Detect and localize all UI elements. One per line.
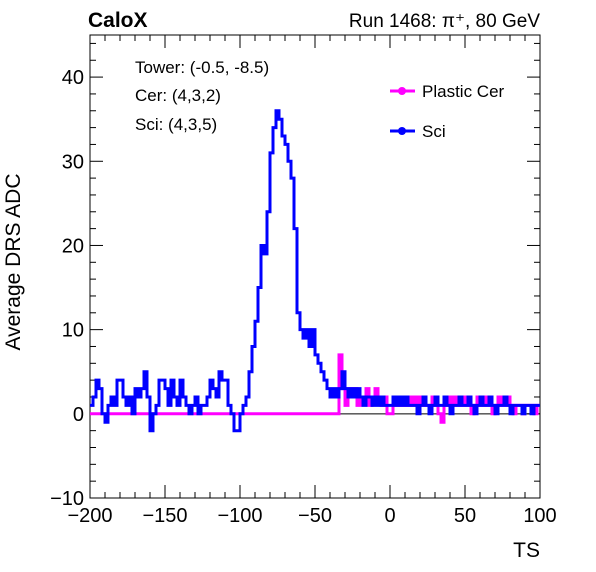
y-tick-label: 10 bbox=[62, 320, 84, 342]
info-box: Tower: (-0.5, -8.5) Cer: (4,3,2) Sci: (4… bbox=[135, 58, 269, 134]
x-tick-label: 50 bbox=[454, 505, 476, 527]
series-group bbox=[90, 109, 540, 433]
info-cer: Cer: (4,3,2) bbox=[135, 86, 221, 105]
x-tick-label: −150 bbox=[142, 505, 187, 527]
x-tick-label: 0 bbox=[384, 505, 395, 527]
y-tick-label: 30 bbox=[62, 151, 84, 173]
run-info-label: Run 1468: π⁺, 80 GeV bbox=[349, 11, 540, 32]
x-tick-label: 100 bbox=[523, 505, 556, 527]
legend-sci-marker bbox=[398, 127, 406, 135]
legend-plastic-cer-marker bbox=[398, 87, 406, 95]
y-axis-label: Average DRS ADC bbox=[2, 173, 25, 350]
x-tick-label: −200 bbox=[67, 505, 112, 527]
legend-plastic-cer-label: Plastic Cer bbox=[422, 82, 505, 101]
y-tick-label: 20 bbox=[62, 235, 84, 257]
x-tick-label: −50 bbox=[298, 505, 332, 527]
y-tick-label: −10 bbox=[50, 488, 84, 510]
y-tick-label: 40 bbox=[62, 67, 84, 89]
info-sci: Sci: (4,3,5) bbox=[135, 115, 217, 134]
legend-sci-label: Sci bbox=[422, 122, 446, 141]
x-axis-label: TS bbox=[513, 539, 540, 562]
series-sci-line bbox=[90, 109, 540, 433]
legend: Plastic Cer Sci bbox=[390, 82, 505, 141]
x-tick-label: −100 bbox=[217, 505, 262, 527]
y-axis: −10 0 10 20 30 40 bbox=[50, 42, 540, 510]
experiment-label: CaloX bbox=[88, 9, 148, 32]
x-axis: −200 −150 −100 −50 0 50 100 bbox=[67, 35, 557, 527]
info-tower: Tower: (-0.5, -8.5) bbox=[135, 58, 269, 77]
y-tick-label: 0 bbox=[73, 404, 84, 426]
